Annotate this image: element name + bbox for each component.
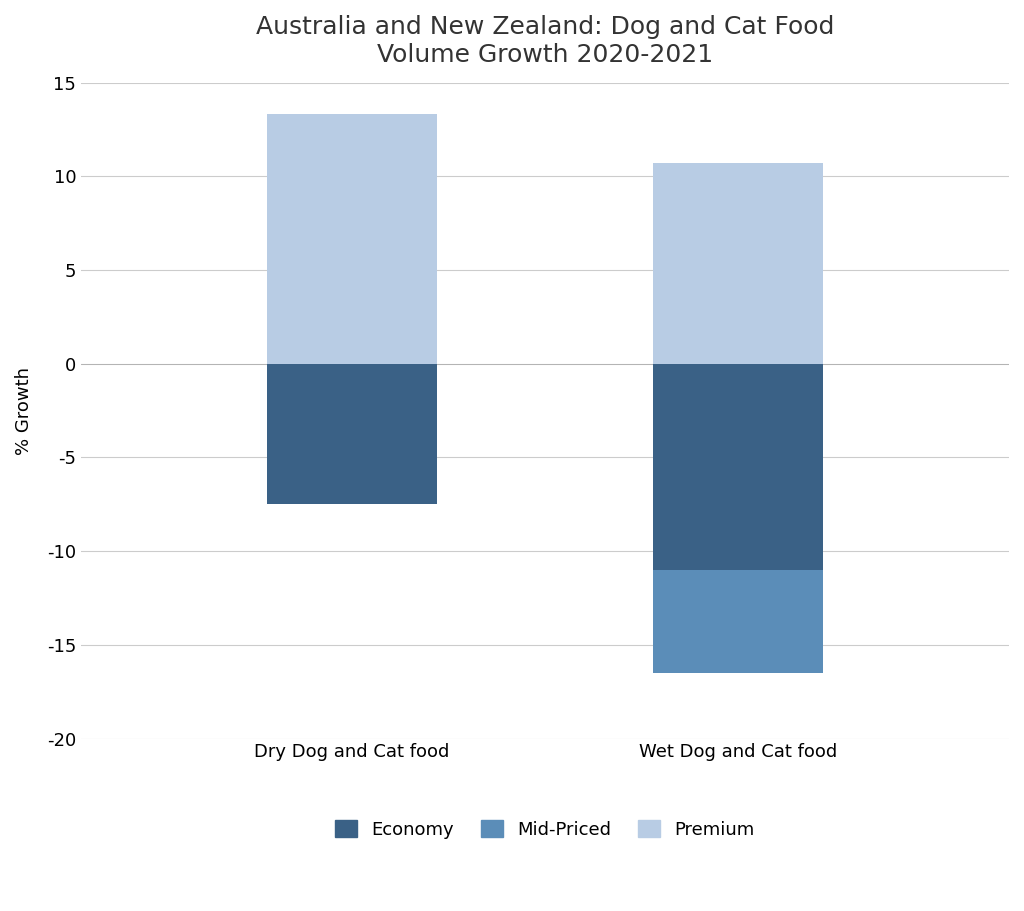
- Bar: [653, 570, 823, 673]
- Bar: [266, 115, 437, 363]
- Title: Australia and New Zealand: Dog and Cat Food
Volume Growth 2020-2021: Australia and New Zealand: Dog and Cat F…: [256, 15, 835, 67]
- Legend: Economy, Mid-Priced, Premium: Economy, Mid-Priced, Premium: [328, 814, 762, 846]
- Bar: [266, 363, 437, 505]
- Bar: [653, 163, 823, 363]
- Y-axis label: % Growth: % Growth: [15, 366, 33, 455]
- Bar: [653, 363, 823, 570]
